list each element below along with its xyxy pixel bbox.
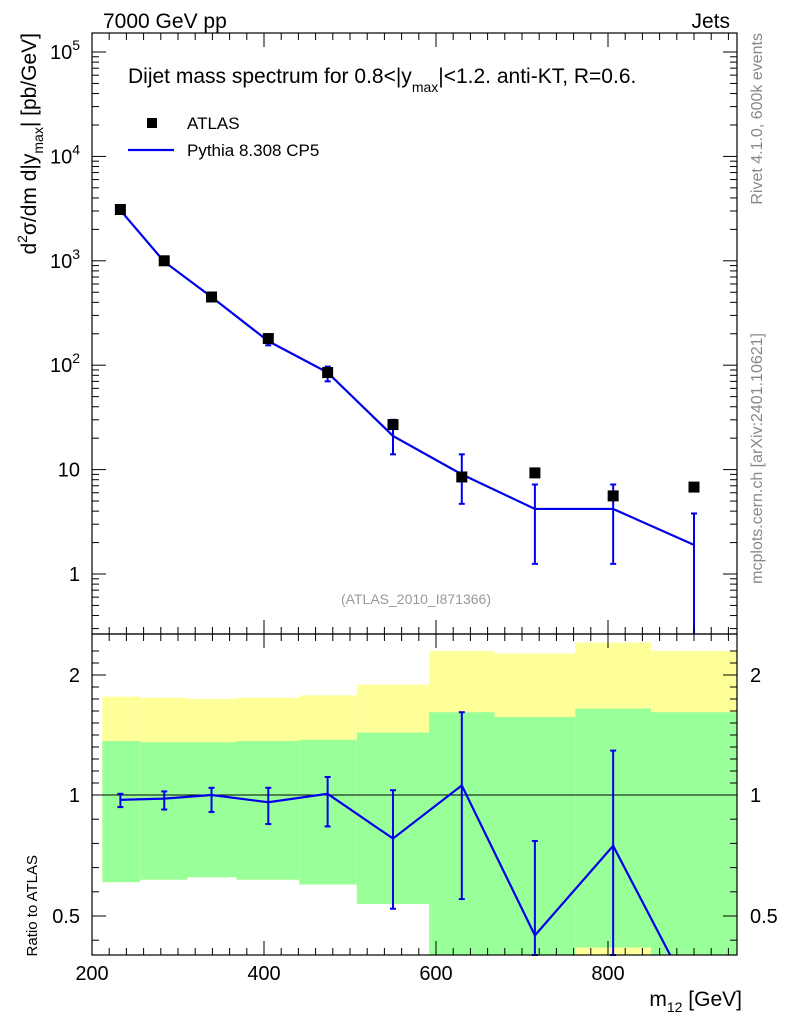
main-y-axis-label: d2σ/dm d|ymax| [pb/GeV] [14,33,46,255]
tick-exponent: 3 [72,246,80,262]
legend-data-label: ATLAS [187,114,240,133]
uncertainty-band-green [140,742,188,880]
atlas-data-point [322,367,334,379]
header-beam-label: 7000 GeV pp [103,10,227,33]
ylabel-d: d [18,243,41,255]
main-y-tick-label: 104 [50,141,80,168]
ylabel-sub: max [30,127,46,153]
ylabel-mid: σ/dm d|y [18,153,41,235]
atlas-data-point [456,471,468,483]
ratio-y-ticks: 0.5 0.5 1 1 2 2 [52,650,778,941]
rivet-version-label: Rivet 4.1.0, 600k events [749,33,766,205]
atlas-data-point [206,291,218,303]
ratio-panel: 0.5 0.51 12 2 200 400 600 800 Ratio to ATLAS m… [24,33,778,1015]
x-axis-label: m12 [GeV] [649,988,742,1015]
legend-data-marker [147,118,157,128]
ratio-y-tick-label-right: 1 [750,785,761,807]
x-tick-label: 200 [75,963,108,985]
x-ticks: 200 400 600 800 [75,33,729,985]
ratio-y-tick-label-right: 2 [750,665,761,687]
main-y-tick-label: 105 [50,37,80,64]
atlas-data-point [387,419,399,431]
ylabel-end: | [pb/GeV] [18,33,41,127]
atlas-data-point [262,333,274,345]
main-y-tick-label: 103 [50,246,80,273]
main-marks [114,204,700,634]
ratio-marks [117,711,672,956]
main-y-tick-label: 1 [69,564,80,586]
uncertainty-band-green [102,741,141,883]
tick-base: 10 [50,355,72,377]
x-tick-label: 800 [591,963,624,985]
tick-base: 1 [69,564,80,586]
tick-base: 10 [50,42,72,64]
main-title: Dijet mass spectrum for 0.8<|ymax|<1.2. … [128,65,636,95]
ratio-line [120,783,672,955]
atlas-data-point [688,481,700,493]
legend: ATLAS Pythia 8.308 CP5 [128,114,319,160]
x-tick-label: 600 [419,963,452,985]
ylabel-sup: 2 [14,235,30,243]
ratio-y-tick-label-left: 1 [69,785,80,807]
header-process-label: Jets [691,10,730,33]
title-sub: max [412,79,438,95]
title-main: Dijet mass spectrum for 0.8<|y [128,65,412,88]
atlas-data-point [607,490,619,502]
ratio-y-tick-label-right: 0.5 [750,906,778,928]
atlas-data-point [114,204,126,216]
xlabel-rest: [GeV] [682,988,742,1011]
tick-exponent: 2 [72,350,80,366]
main-y-tick-label: 10 [58,460,80,482]
xlabel-main: m [649,988,667,1011]
tick-base: 10 [50,251,72,273]
legend-mc-label: Pythia 8.308 CP5 [187,141,319,160]
title-rest: |<1.2. anti-KT, R=0.6. [438,65,636,88]
atlas-data-point [529,467,541,479]
main-y-tick-label: 102 [50,350,80,377]
tick-base: 10 [58,460,80,482]
tick-exponent: 5 [72,37,80,53]
ratio-y-tick-label-left: 0.5 [52,906,80,928]
x-tick-label: 400 [247,963,280,985]
ratio-bands [102,642,737,955]
mc-prediction-line [119,209,695,546]
tick-base: 10 [50,146,72,168]
mcplots-label: mcplots.cern.ch [arXiv:2401.10621] [749,333,766,584]
xlabel-sub: 12 [667,999,683,1015]
ratio-y-axis-label: Ratio to ATLAS [24,855,41,956]
ratio-y-tick-label-left: 2 [69,665,80,687]
tick-exponent: 4 [72,141,80,157]
atlas-data-point [158,255,170,267]
analysis-watermark: (ATLAS_2010_I871366) [341,591,491,607]
uncertainty-band-green [651,712,737,955]
